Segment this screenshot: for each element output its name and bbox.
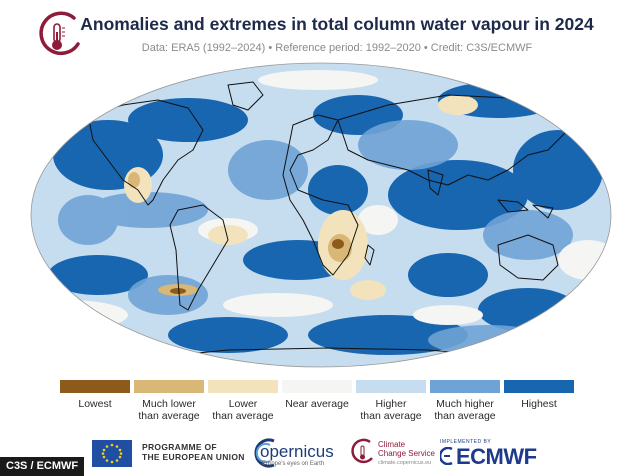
ecmwf-logo-icon: [440, 447, 453, 465]
legend-label-highest: Highest: [521, 398, 557, 410]
legend-swatch-lowest: [60, 380, 130, 393]
page-subtitle: Data: ERA5 (1992–2024) • Reference perio…: [141, 42, 533, 54]
anomaly-field: [31, 63, 611, 367]
c3s-thermometer-logo-icon: [39, 11, 80, 55]
legend-label-much-lower: Much lower than average: [138, 398, 200, 422]
page-title: Anomalies and extremes in total column w…: [80, 14, 594, 34]
image-credit: C3S / ECMWF: [0, 457, 85, 476]
copernicus-subtext: Europe's eyes on Earth: [262, 461, 325, 467]
legend-swatch-near-average: [282, 380, 352, 393]
ecmwf-implemented-by: IMPLEMENTED BY: [440, 439, 492, 445]
copernicus-text: opernicus: [260, 442, 334, 461]
legend-label-higher: Higher than average: [360, 398, 422, 422]
eu-flag-icon: [92, 440, 132, 467]
c3s-text: Climate Change Service: [378, 440, 435, 458]
legend-label-lower: Lower than average: [212, 398, 274, 422]
legend-swatch-much-lower: [134, 380, 204, 393]
ecmwf-text: ECMWF: [456, 444, 537, 469]
legend-label-much-higher: Much higher than average: [434, 398, 496, 422]
legend-swatch-higher: [356, 380, 426, 393]
c3s-subtext: climate.copernicus.eu: [378, 460, 432, 466]
legend-label-near-average: Near average: [285, 398, 349, 410]
legend-swatch-lower: [208, 380, 278, 393]
c3s-logo-icon: [351, 438, 373, 464]
legend-swatch-much-higher: [430, 380, 500, 393]
world-anomaly-map: [30, 62, 612, 368]
copernicus-logo-icon: [254, 438, 275, 468]
legend-swatch-highest: [504, 380, 574, 393]
eu-programme-text: PROGRAMME OF THE EUROPEAN UNION: [142, 442, 245, 462]
legend-label-lowest: Lowest: [78, 398, 112, 410]
